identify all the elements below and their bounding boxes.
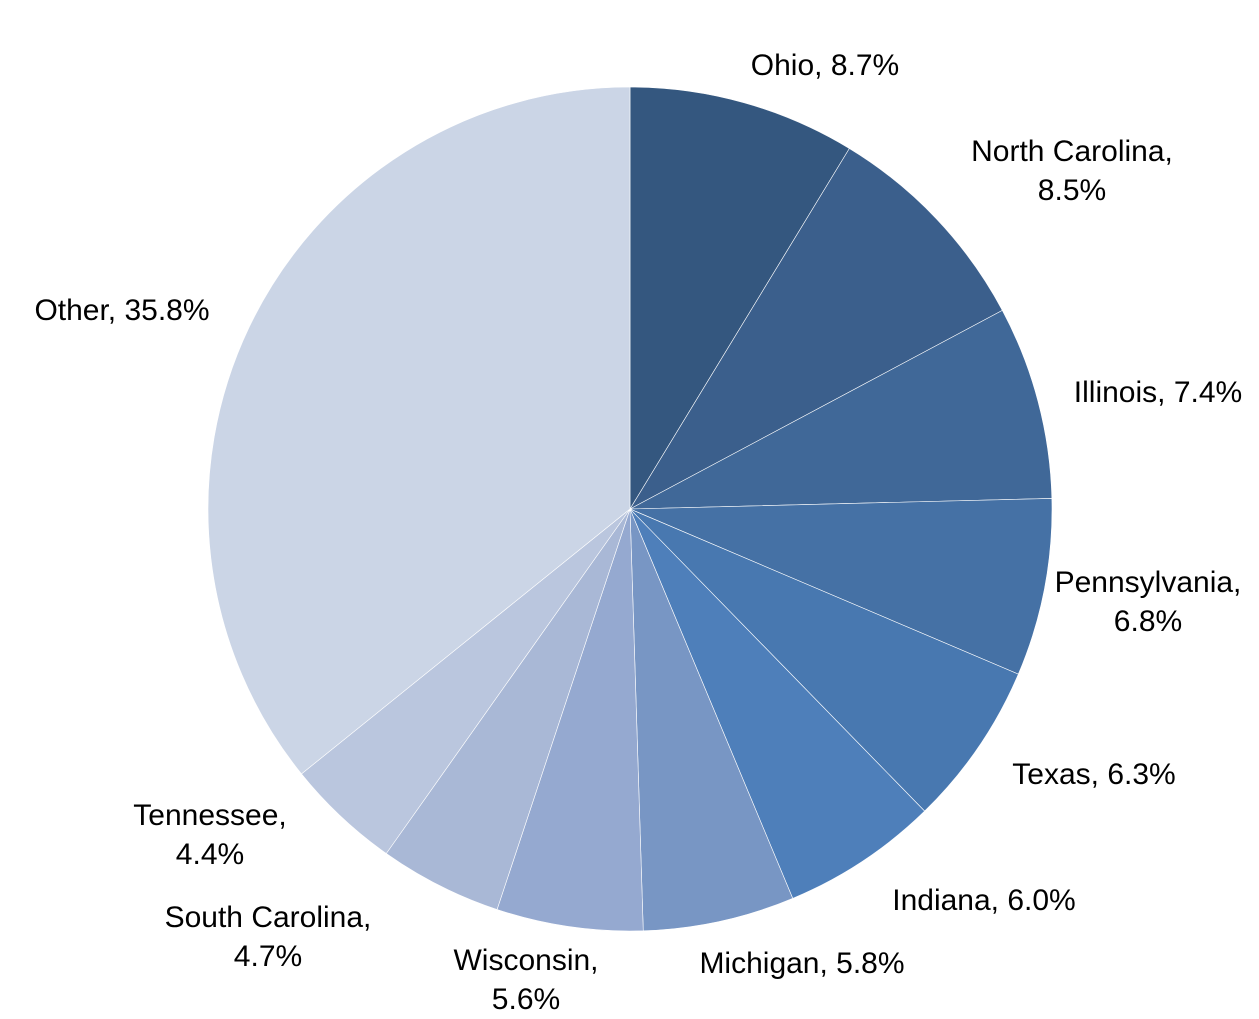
slice-label-north-carolina: North Carolina, 8.5% xyxy=(971,135,1173,207)
slice-label-pennsylvania: Pennsylvania, 6.8% xyxy=(1055,566,1242,638)
slice-label-wisconsin: Wisconsin, 5.6% xyxy=(453,944,598,1016)
slice-label-illinois: Illinois, 7.4% xyxy=(1074,376,1242,409)
pie-slice-other xyxy=(207,86,631,775)
slice-label-michigan: Michigan, 5.8% xyxy=(699,947,904,980)
slice-label-south-carolina: South Carolina, 4.7% xyxy=(165,901,372,973)
pie-slice-north-carolina xyxy=(629,148,1003,510)
pie-slice-illinois xyxy=(629,309,1053,510)
slice-label-other: Other, 35.8% xyxy=(34,294,209,327)
pie-slice-ohio xyxy=(629,86,850,511)
pie-slices xyxy=(207,86,1053,932)
slice-labels: Ohio, 8.7% North Carolina, 8.5% Illinois, 7… xyxy=(34,49,1242,1016)
slice-label-texas: Texas, 6.3% xyxy=(1012,758,1175,791)
pie-slice-wisconsin xyxy=(496,508,644,932)
slice-label-tennessee: Tennessee, 4.4% xyxy=(133,799,286,871)
pie-slice-texas xyxy=(629,508,1019,812)
pie-slice-indiana xyxy=(629,508,926,899)
pie-slice-pennsylvania xyxy=(629,498,1053,675)
slice-label-indiana: Indiana, 6.0% xyxy=(892,884,1075,917)
slice-label-ohio: Ohio, 8.7% xyxy=(751,49,899,82)
pie-slice-michigan xyxy=(629,508,794,932)
